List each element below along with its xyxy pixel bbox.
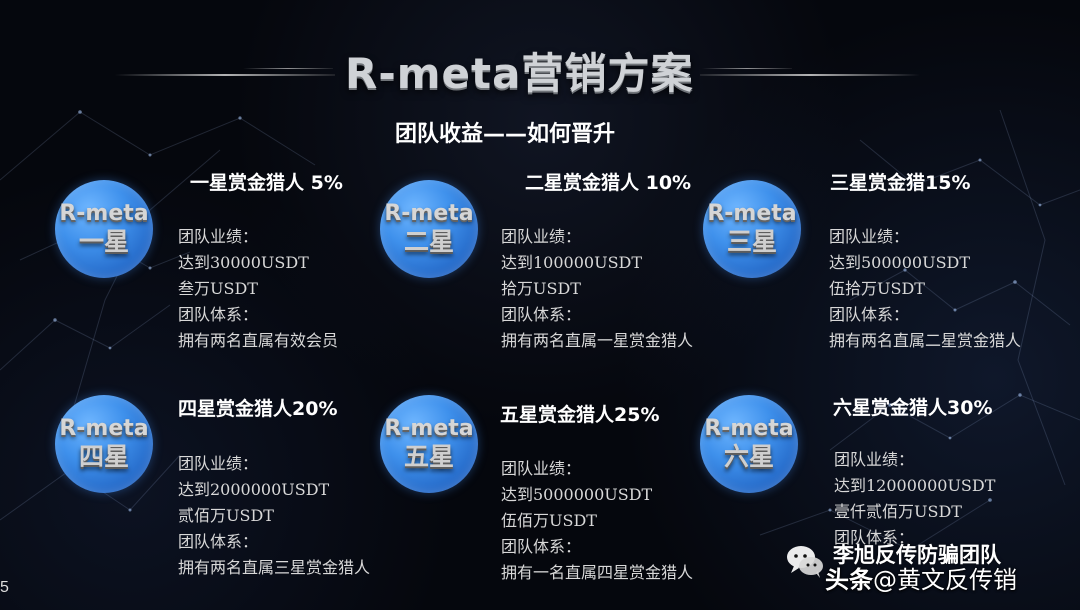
detail-line: 团队业绩： (178, 227, 259, 246)
badge-level: 六星 (723, 442, 774, 471)
detail-line: 壹仟贰佰万USDT (834, 502, 962, 521)
detail-line: 达到500000USDT (829, 253, 971, 272)
level-1-badge: R-meta 一星 (55, 180, 153, 278)
level-3-title: 三星赏金猎15% (830, 172, 971, 194)
detail-line: 达到5000000USDT (501, 485, 653, 504)
detail-line: 团队体系： (501, 537, 582, 556)
detail-line: 达到100000USDT (501, 253, 643, 272)
account-name: @黄文反传销 (873, 566, 1017, 594)
title-left-thin-rule (243, 68, 333, 69)
level-1-title: 一星赏金猎人 5% (190, 172, 343, 194)
detail-line: 达到12000000USDT (834, 476, 996, 495)
level-5-badge: R-meta 五星 (380, 395, 478, 493)
badge-logo: R-meta (384, 201, 474, 226)
level-3-details: 团队业绩： 达到500000USDT 伍拾万USDT 团队体系： 拥有两名直属二… (829, 224, 1021, 354)
detail-line: 拥有两名直属二星赏金猎人 (829, 331, 1022, 350)
level-2-title: 二星赏金猎人 10% (525, 172, 692, 194)
title-right-thin-rule (702, 68, 792, 69)
page-title: R-meta营销方案 (345, 49, 694, 98)
detail-line: 拥有两名直属一星赏金猎人 (501, 331, 694, 350)
detail-line: 团队业绩： (834, 450, 915, 469)
detail-line: 拥有两名直属有效会员 (178, 331, 339, 350)
badge-level: 一星 (78, 227, 129, 256)
badge-logo: R-meta (59, 416, 149, 441)
detail-line: 拥有两名直属三星赏金猎人 (178, 558, 371, 577)
detail-line: 伍佰万USDT (501, 511, 597, 530)
detail-line: 团队业绩： (501, 227, 582, 246)
badge-logo: R-meta (384, 416, 474, 441)
detail-line: 团队体系： (178, 305, 259, 324)
detail-line: 叁万USDT (178, 279, 258, 298)
badge-level: 五星 (403, 442, 454, 471)
level-4-title: 四星赏金猎人20% (178, 398, 338, 420)
level-6-details: 团队业绩： 达到12000000USDT 壹仟贰佰万USDT 团队体系： (834, 447, 995, 551)
level-5-title: 五星赏金猎人25% (500, 404, 660, 426)
detail-line: 团队体系： (829, 305, 910, 324)
wechat-icon (787, 546, 823, 578)
badge-level: 三星 (726, 227, 777, 256)
detail-line: 团队业绩： (178, 454, 259, 473)
page-number: 5 (0, 579, 9, 596)
level-4-badge: R-meta 四星 (55, 395, 153, 493)
detail-line: 团队体系： (501, 305, 582, 324)
level-2-badge: R-meta 二星 (380, 180, 478, 278)
platform-name: 头条 (825, 566, 873, 594)
badge-level: 四星 (78, 442, 129, 471)
badge-level: 二星 (403, 227, 454, 256)
detail-line: 团队体系： (834, 528, 915, 547)
detail-line: 团队业绩： (501, 459, 582, 478)
detail-line: 贰佰万USDT (178, 506, 274, 525)
detail-line: 伍拾万USDT (829, 279, 925, 298)
detail-line: 团队体系： (178, 532, 259, 551)
level-6-title: 六星赏金猎人30% (833, 397, 993, 419)
badge-logo: R-meta (704, 416, 794, 441)
level-4-details: 团队业绩： 达到2000000USDT 贰佰万USDT 团队体系： 拥有两名直属… (178, 451, 370, 581)
section-subtitle: 团队收益——如何晋升 (395, 122, 616, 147)
level-6-badge: R-meta 六星 (700, 395, 798, 493)
title-right-rule (700, 74, 920, 76)
detail-line: 拥有一名直属四星赏金猎人 (501, 563, 694, 582)
level-1-details: 团队业绩： 达到30000USDT 叁万USDT 团队体系： 拥有两名直属有效会… (178, 224, 338, 354)
level-5-details: 团队业绩： 达到5000000USDT 伍佰万USDT 团队体系： 拥有一名直属… (501, 456, 693, 586)
title-left-rule (115, 74, 335, 76)
detail-line: 团队业绩： (829, 227, 910, 246)
detail-line: 达到30000USDT (178, 253, 309, 272)
detail-line: 达到2000000USDT (178, 480, 330, 499)
source-watermark: 头条@黄文反传销 (825, 564, 1017, 596)
badge-logo: R-meta (59, 201, 149, 226)
team-watermark: 李旭反传防骗团队 (833, 543, 1001, 567)
badge-logo: R-meta (707, 201, 797, 226)
level-3-badge: R-meta 三星 (703, 180, 801, 278)
detail-line: 拾万USDT (501, 279, 581, 298)
level-2-details: 团队业绩： 达到100000USDT 拾万USDT 团队体系： 拥有两名直属一星… (501, 224, 693, 354)
